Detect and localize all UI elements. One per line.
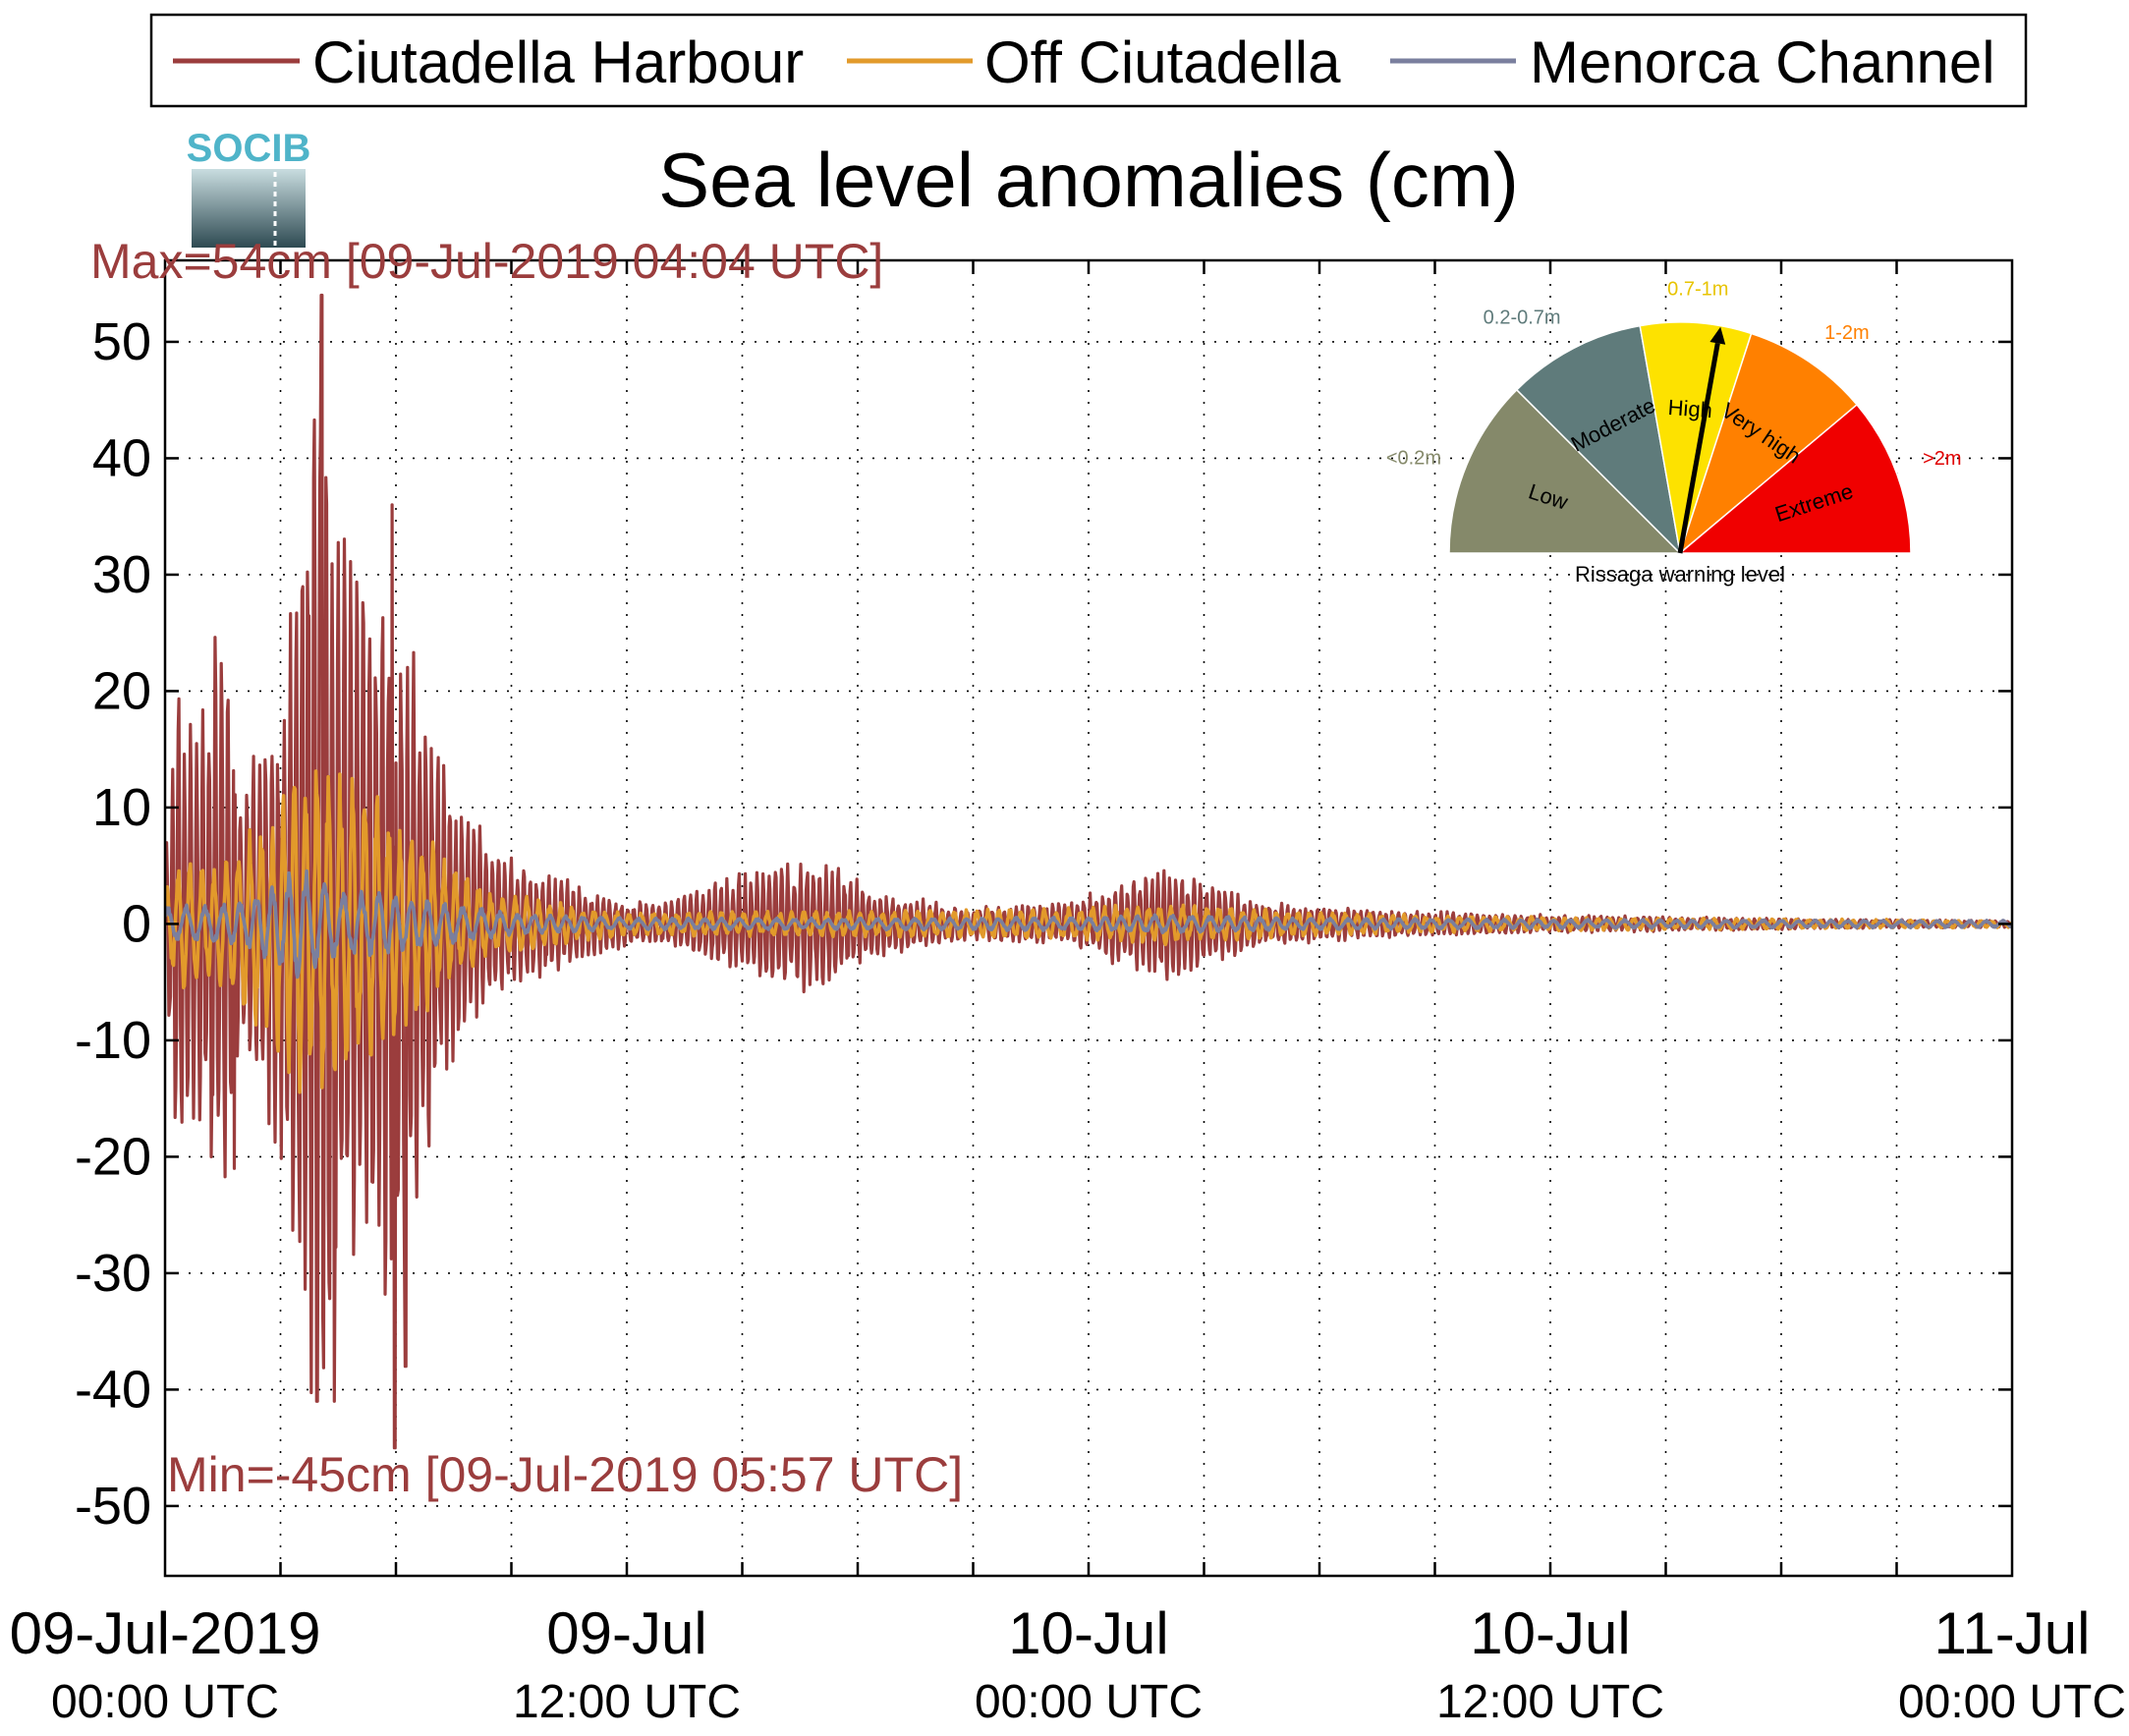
- gauge-range-label: 0.7-1m: [1667, 279, 1728, 301]
- y-tick-label: -50: [75, 1477, 151, 1536]
- logo-text: SOCIB: [187, 127, 311, 170]
- legend-label-menorca-channel: Menorca Channel: [1530, 29, 1995, 95]
- y-tick-label: 0: [122, 894, 151, 953]
- x-tick-label-time: 12:00 UTC: [513, 1676, 741, 1728]
- gauge-needle-head: [1709, 326, 1726, 345]
- x-tick-label-time: 00:00 UTC: [51, 1676, 279, 1728]
- gauge-sector-very-high: [1678, 332, 1859, 556]
- gauge-range-label: 0.2-0.7m: [1484, 308, 1561, 329]
- y-tick-label: 30: [92, 545, 151, 604]
- legend: Ciutadella Harbour Off Ciutadella Menorc…: [149, 13, 2028, 108]
- gauge-range-label: 1-2m: [1824, 322, 1870, 344]
- legend-box: [149, 13, 2028, 108]
- y-tick-label: -30: [75, 1244, 151, 1303]
- series-line-off-ciutadella: [165, 769, 2012, 1094]
- y-tick-label: 20: [92, 661, 151, 720]
- gauge-sector-moderate: [1515, 324, 1682, 556]
- legend-label-ciutadella-harbour: Ciutadella Harbour: [312, 29, 804, 95]
- min-annotation: Min=-45cm [09-Jul-2019 05:57 UTC]: [167, 1447, 963, 1502]
- gauge-sector-low: [1448, 388, 1682, 554]
- gauge-sector-high: [1639, 321, 1753, 554]
- x-tick-label-date: 09-Jul: [546, 1600, 706, 1666]
- gauge-range-label: >2m: [1923, 448, 1961, 470]
- gauge-sector-extreme: [1677, 403, 1912, 554]
- gauge-sectors: [1448, 321, 1912, 556]
- y-tick-label: 50: [92, 312, 151, 371]
- x-tick-label-date: 11-Jul: [1934, 1600, 2091, 1666]
- series-layer: [165, 293, 2012, 1450]
- x-tick-label-time: 12:00 UTC: [1436, 1676, 1664, 1728]
- x-axis: 09-Jul-2019 00:00 UTC 09-Jul 12:00 UTC 10-Ju…: [10, 1600, 2126, 1728]
- socib-logo: SOCIB: [187, 127, 311, 248]
- gauge-range-label: <0.2m: [1386, 447, 1441, 469]
- x-tick-label-time: 00:00 UTC: [975, 1676, 1203, 1728]
- x-tick-label-date: 10-Jul: [1008, 1600, 1168, 1666]
- max-annotation: Max=54cm [09-Jul-2019 04:04 UTC]: [90, 234, 883, 289]
- gauge-title: Rissaga warning level: [1575, 562, 1785, 587]
- y-tick-label: -40: [75, 1360, 151, 1419]
- legend-label-off-ciutadella: Off Ciutadella: [984, 29, 1341, 95]
- y-axis: 50 40 30 20 10 0 -10 -20 -30 -40 -50: [75, 312, 151, 1536]
- y-tick-label: -10: [75, 1011, 151, 1070]
- x-tick-label-time: 00:00 UTC: [1898, 1676, 2126, 1728]
- series-line-menorca-channel: [165, 868, 2012, 980]
- y-tick-label: 10: [92, 778, 151, 837]
- logo-wave-block: [192, 169, 306, 248]
- axis-ticks: [165, 260, 2012, 1576]
- y-tick-label: 40: [92, 428, 151, 487]
- gauge-needle: [1677, 326, 1726, 554]
- x-tick-label-date: 10-Jul: [1470, 1600, 1630, 1666]
- y-tick-label: -20: [75, 1127, 151, 1186]
- x-tick-label-date: 09-Jul-2019: [10, 1600, 321, 1666]
- chart-title: Sea level anomalies (cm): [658, 137, 1519, 223]
- gauge-needle-line: [1677, 342, 1720, 554]
